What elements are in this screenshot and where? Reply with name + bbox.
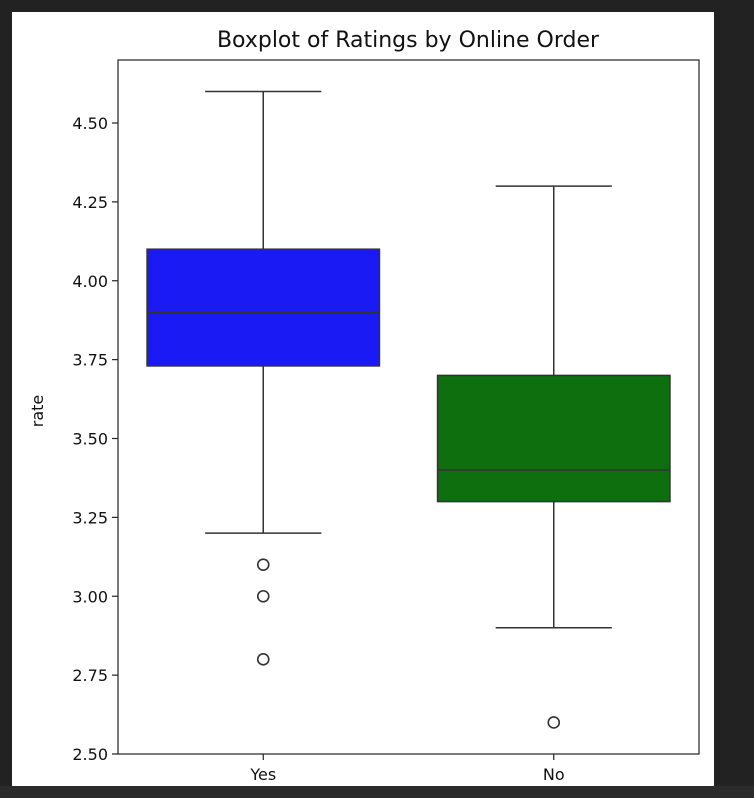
chart-figure: Boxplot of Ratings by Online Order rate … — [12, 12, 714, 786]
y-axis-label: rate — [28, 395, 47, 428]
outlier-point — [256, 558, 270, 572]
outlier-point — [256, 589, 270, 603]
chart-title: Boxplot of Ratings by Online Order — [217, 28, 600, 53]
y-tick-label: 3.00 — [72, 587, 108, 606]
box-yes — [146, 248, 381, 367]
y-tick-label: 3.75 — [72, 351, 108, 370]
window-bottom-strip — [0, 786, 754, 798]
y-tick-label: 2.75 — [72, 666, 108, 685]
y-tick-label: 4.50 — [72, 114, 108, 133]
box-no — [436, 374, 671, 503]
y-tick-label: 3.25 — [72, 508, 108, 527]
plot-area: 2.50 2.75 3.00 3.25 3.50 3.75 4.00 4.25 4.50 Yes N… — [72, 59, 700, 784]
x-tick-label: Yes — [249, 765, 276, 784]
outlier-point — [256, 653, 270, 666]
y-tick-label: 4.25 — [72, 193, 108, 212]
x-tick-label: No — [543, 765, 565, 784]
plot-frame — [117, 59, 700, 755]
outlier-point — [547, 716, 561, 729]
y-tick-label: 2.50 — [72, 745, 108, 764]
boxplot-chart: Boxplot of Ratings by Online Order rate … — [28, 28, 700, 784]
y-tick-label: 3.50 — [72, 430, 108, 449]
y-tick-label: 4.00 — [72, 272, 108, 291]
